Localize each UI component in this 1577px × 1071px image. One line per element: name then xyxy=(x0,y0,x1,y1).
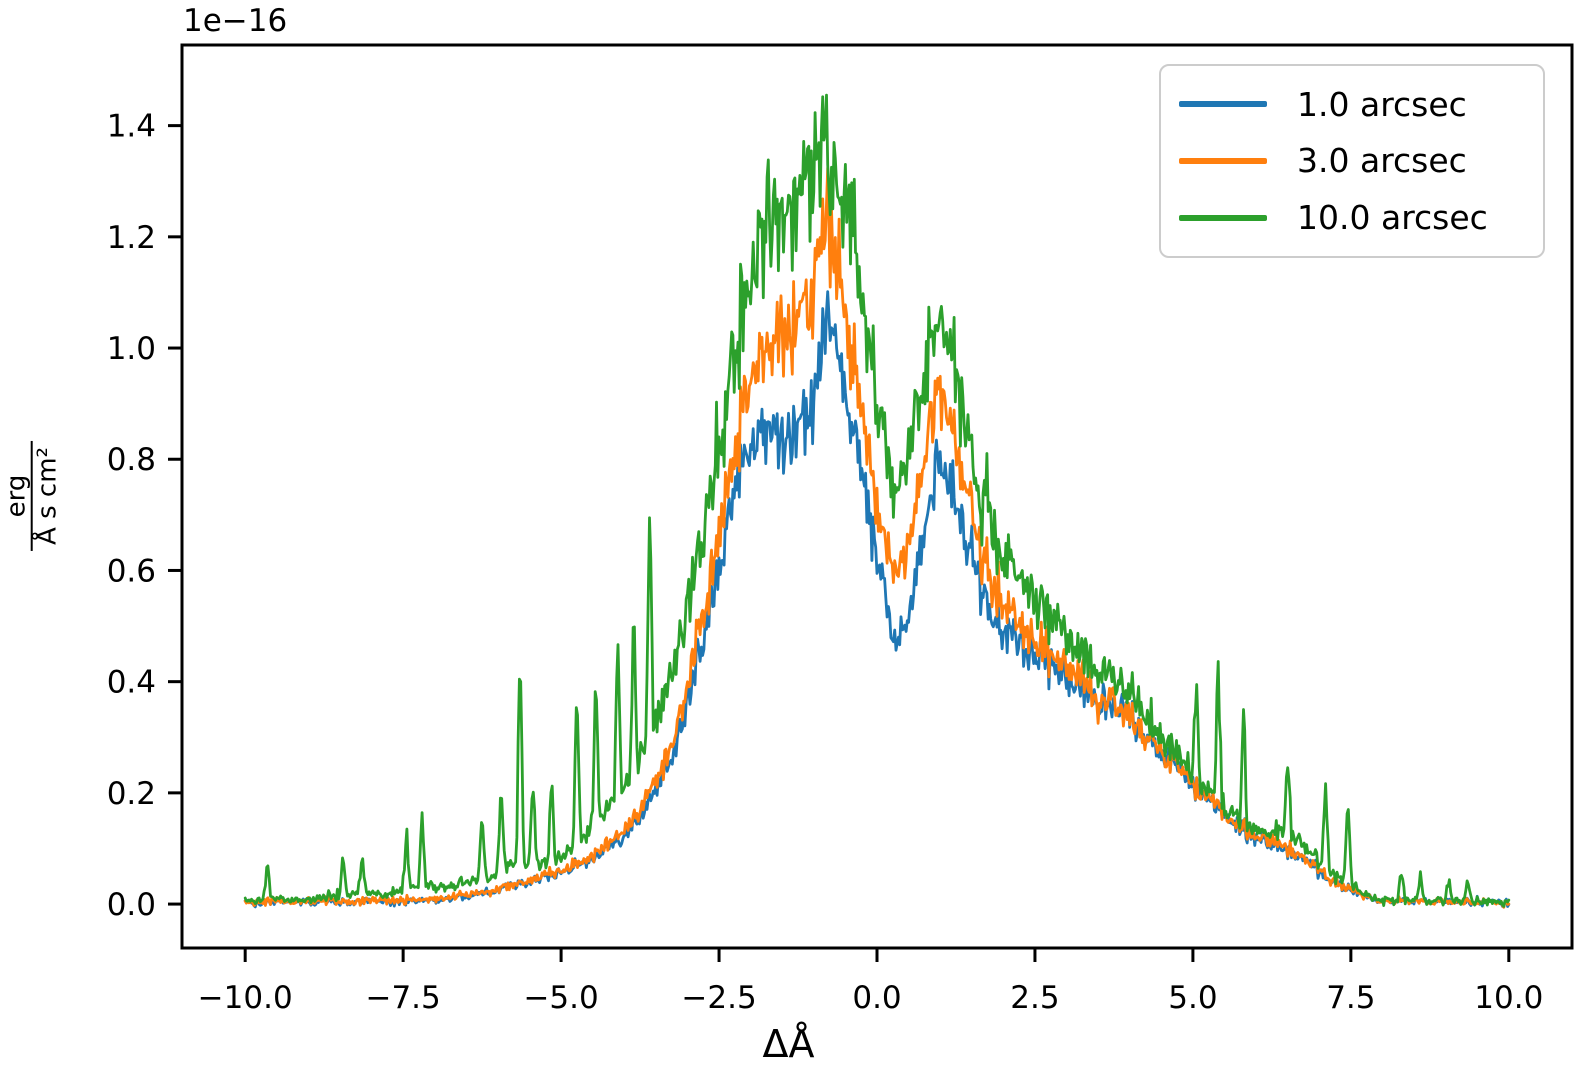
x-tick-label: 10.0 xyxy=(1474,980,1543,1016)
y-axis-label-denominator: Å s cm² xyxy=(31,441,63,551)
x-tick-label: −7.5 xyxy=(365,980,440,1016)
legend-item: 1.0 arcsec xyxy=(1179,85,1525,124)
legend-label-10-arcsec: 10.0 arcsec xyxy=(1297,198,1488,238)
x-tick-label: −5.0 xyxy=(523,980,598,1016)
series-line-1-0-arcsec xyxy=(243,290,1511,909)
y-tick-label: 1.2 xyxy=(107,220,156,256)
series-line-10-0-arcsec xyxy=(243,93,1511,908)
y-tick-label: 1.0 xyxy=(107,331,156,367)
y-axis-label: erg Å s cm² xyxy=(1,441,63,551)
legend-swatch-1-arcsec xyxy=(1179,101,1267,108)
x-tick-label: 0.0 xyxy=(852,980,901,1016)
y-tick-label: 0.8 xyxy=(107,442,156,478)
y-axis-offset-text: 1e−16 xyxy=(183,3,288,39)
legend-item: 10.0 arcsec xyxy=(1179,198,1525,237)
y-tick-label: 0.0 xyxy=(107,887,156,923)
x-tick-label: 5.0 xyxy=(1168,980,1217,1016)
x-tick-label: −10.0 xyxy=(198,980,293,1016)
legend-swatch-3-arcsec xyxy=(1179,157,1267,164)
legend-label-3-arcsec: 3.0 arcsec xyxy=(1297,141,1467,181)
y-tick-label: 0.6 xyxy=(107,553,156,589)
legend: 1.0 arcsec 3.0 arcsec 10.0 arcsec xyxy=(1159,64,1545,258)
y-tick-label: 0.4 xyxy=(107,665,156,701)
x-tick-label: −2.5 xyxy=(681,980,756,1016)
legend-label-1-arcsec: 1.0 arcsec xyxy=(1297,84,1467,124)
x-axis-label: ΔÅ xyxy=(762,1022,815,1066)
y-axis-label-numerator: erg xyxy=(1,474,32,518)
x-tick-label: 7.5 xyxy=(1326,980,1375,1016)
legend-item: 3.0 arcsec xyxy=(1179,141,1525,180)
series-line-3-0-arcsec xyxy=(243,166,1511,909)
y-tick-label: 0.2 xyxy=(107,776,156,812)
legend-swatch-10-arcsec xyxy=(1179,214,1267,221)
x-tick-label: 2.5 xyxy=(1010,980,1059,1016)
y-tick-label: 1.4 xyxy=(107,109,156,145)
